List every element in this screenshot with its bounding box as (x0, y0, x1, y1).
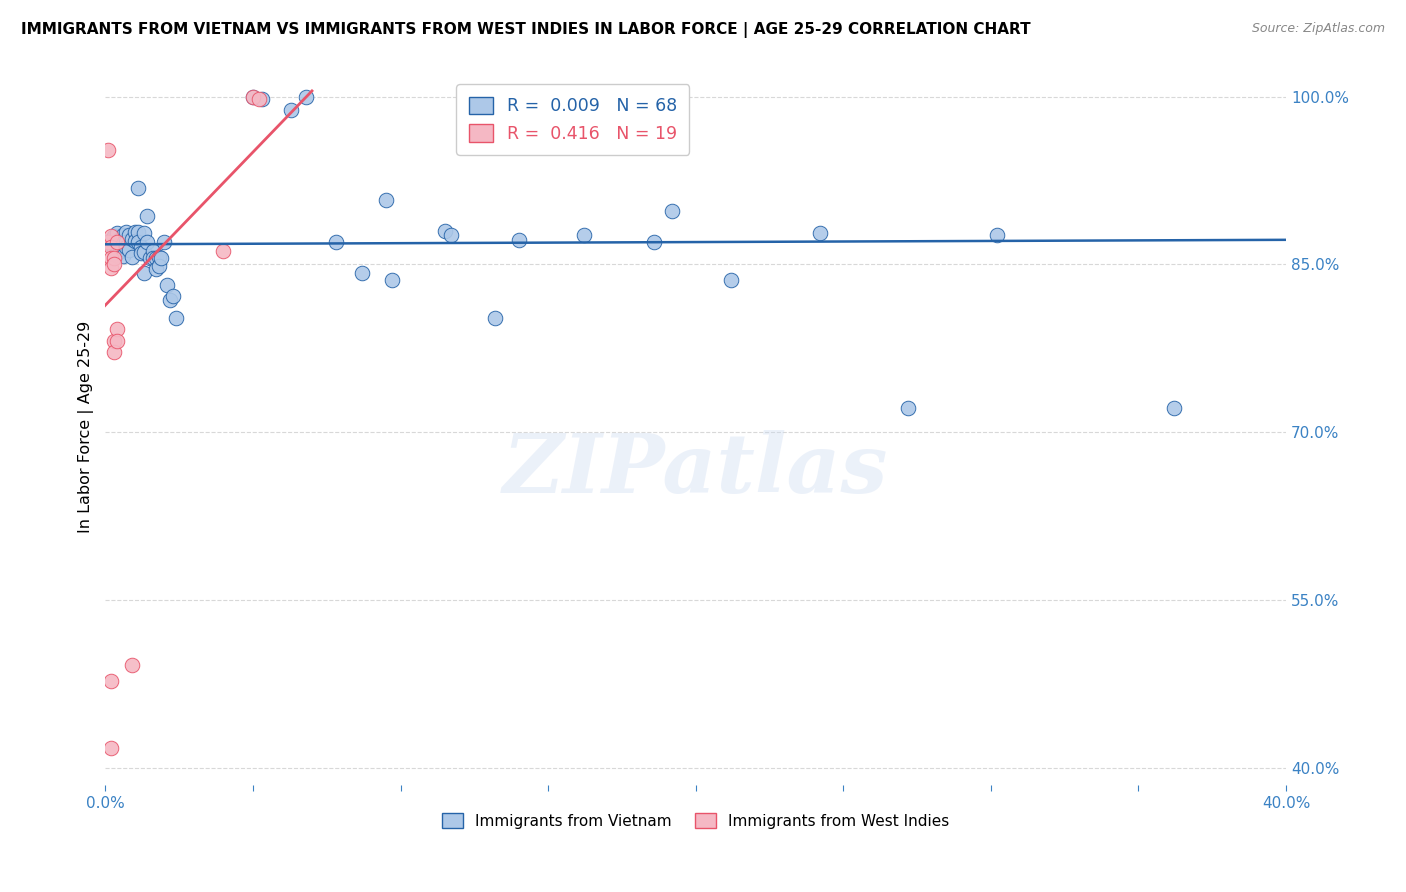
Point (162, 289, 184, 303)
Point (112, 248, 135, 262)
Point (808, 226, 831, 240)
Point (105, 226, 128, 240)
Point (103, 334, 125, 348)
Point (135, 210, 157, 224)
Point (212, 244, 235, 258)
Point (242, 89, 264, 103)
Point (97, 235, 120, 249)
Point (103, 244, 125, 258)
Point (132, 267, 155, 281)
Point (100, 237, 122, 252)
Point (148, 250, 170, 264)
Point (127, 235, 149, 249)
Point (127, 225, 149, 239)
Point (124, 234, 146, 248)
Point (103, 229, 125, 244)
Point (572, 228, 595, 243)
Point (108, 237, 131, 252)
Point (100, 673, 122, 688)
Point (115, 225, 138, 239)
Point (250, 92, 273, 106)
Point (115, 235, 138, 249)
Point (105, 246, 128, 260)
Point (132, 245, 155, 260)
Point (127, 181, 149, 195)
Text: Source: ZipAtlas.com: Source: ZipAtlas.com (1251, 22, 1385, 36)
Point (100, 741, 122, 756)
Point (145, 251, 167, 265)
Point (295, 89, 318, 103)
Point (129, 246, 152, 260)
Point (103, 344, 125, 359)
Point (135, 235, 157, 249)
Point (112, 228, 135, 243)
Point (100, 229, 122, 244)
Point (142, 251, 165, 265)
Point (374, 193, 396, 207)
Point (112, 242, 135, 256)
Point (100, 260, 122, 275)
Point (121, 232, 143, 246)
Point (242, 89, 264, 103)
Legend: Immigrants from Vietnam, Immigrants from West Indies: Immigrants from Vietnam, Immigrants from… (436, 806, 956, 835)
Point (148, 259, 170, 273)
Point (103, 237, 125, 252)
Point (381, 273, 404, 287)
Point (100, 233, 122, 247)
Point (97, 143, 120, 157)
Point (105, 322, 128, 336)
Point (1163, 401, 1185, 415)
Text: IMMIGRANTS FROM VIETNAM VS IMMIGRANTS FROM WEST INDIES IN LABOR FORCE | AGE 25-2: IMMIGRANTS FROM VIETNAM VS IMMIGRANTS FR… (21, 22, 1031, 38)
Point (440, 228, 463, 243)
Point (108, 244, 131, 258)
Point (484, 311, 506, 326)
Point (643, 235, 665, 249)
Point (97, 235, 120, 249)
Point (150, 251, 173, 265)
Point (129, 239, 152, 253)
Point (138, 251, 160, 265)
Y-axis label: In Labor Force | Age 25-29: In Labor Force | Age 25-29 (79, 321, 94, 533)
Point (986, 228, 1008, 243)
Point (124, 225, 146, 239)
Point (103, 257, 125, 271)
Point (121, 658, 143, 673)
Point (897, 401, 920, 415)
Point (280, 103, 302, 117)
Point (508, 233, 530, 247)
Point (112, 236, 135, 251)
Point (118, 243, 141, 257)
Point (661, 203, 683, 218)
Point (100, 251, 122, 265)
Point (108, 232, 131, 246)
Point (105, 242, 128, 256)
Point (121, 250, 143, 264)
Point (433, 224, 456, 238)
Point (105, 235, 128, 249)
Point (153, 235, 176, 249)
Point (118, 228, 141, 243)
Point (156, 277, 179, 292)
Point (100, 239, 122, 253)
Point (165, 311, 187, 326)
Point (247, 92, 270, 106)
Point (115, 239, 138, 253)
Point (325, 235, 347, 249)
Point (352, 267, 374, 281)
Point (159, 293, 181, 308)
Point (145, 261, 167, 276)
Point (105, 334, 128, 348)
Point (720, 273, 742, 287)
Text: ZIPatlas: ZIPatlas (503, 430, 889, 510)
Point (103, 251, 125, 265)
Point (132, 226, 155, 240)
Point (142, 244, 165, 258)
